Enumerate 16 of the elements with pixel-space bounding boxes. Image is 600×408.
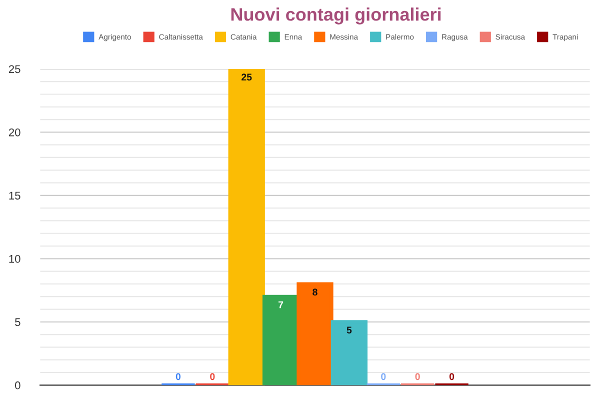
y-tick-label: 15 xyxy=(9,192,20,200)
y-tick-label: 0 xyxy=(15,381,20,390)
data-label: 0 xyxy=(381,373,386,380)
y-tick-label: 25 xyxy=(8,65,20,74)
data-label: 7 xyxy=(278,301,284,308)
data-label: 8 xyxy=(312,288,318,296)
data-label: 0 xyxy=(415,373,420,380)
data-label: 0 xyxy=(176,373,181,380)
chart-title: Nuovi contagi giornalieri xyxy=(231,8,441,24)
data-label: 0 xyxy=(449,373,454,380)
data-label: 25 xyxy=(242,74,252,81)
data-label: 5 xyxy=(346,326,352,334)
y-tick-label: 20 xyxy=(8,128,20,136)
y-tick-label: 10 xyxy=(9,254,20,263)
data-label: 0 xyxy=(210,373,215,380)
y-tick-label: 5 xyxy=(15,318,20,326)
